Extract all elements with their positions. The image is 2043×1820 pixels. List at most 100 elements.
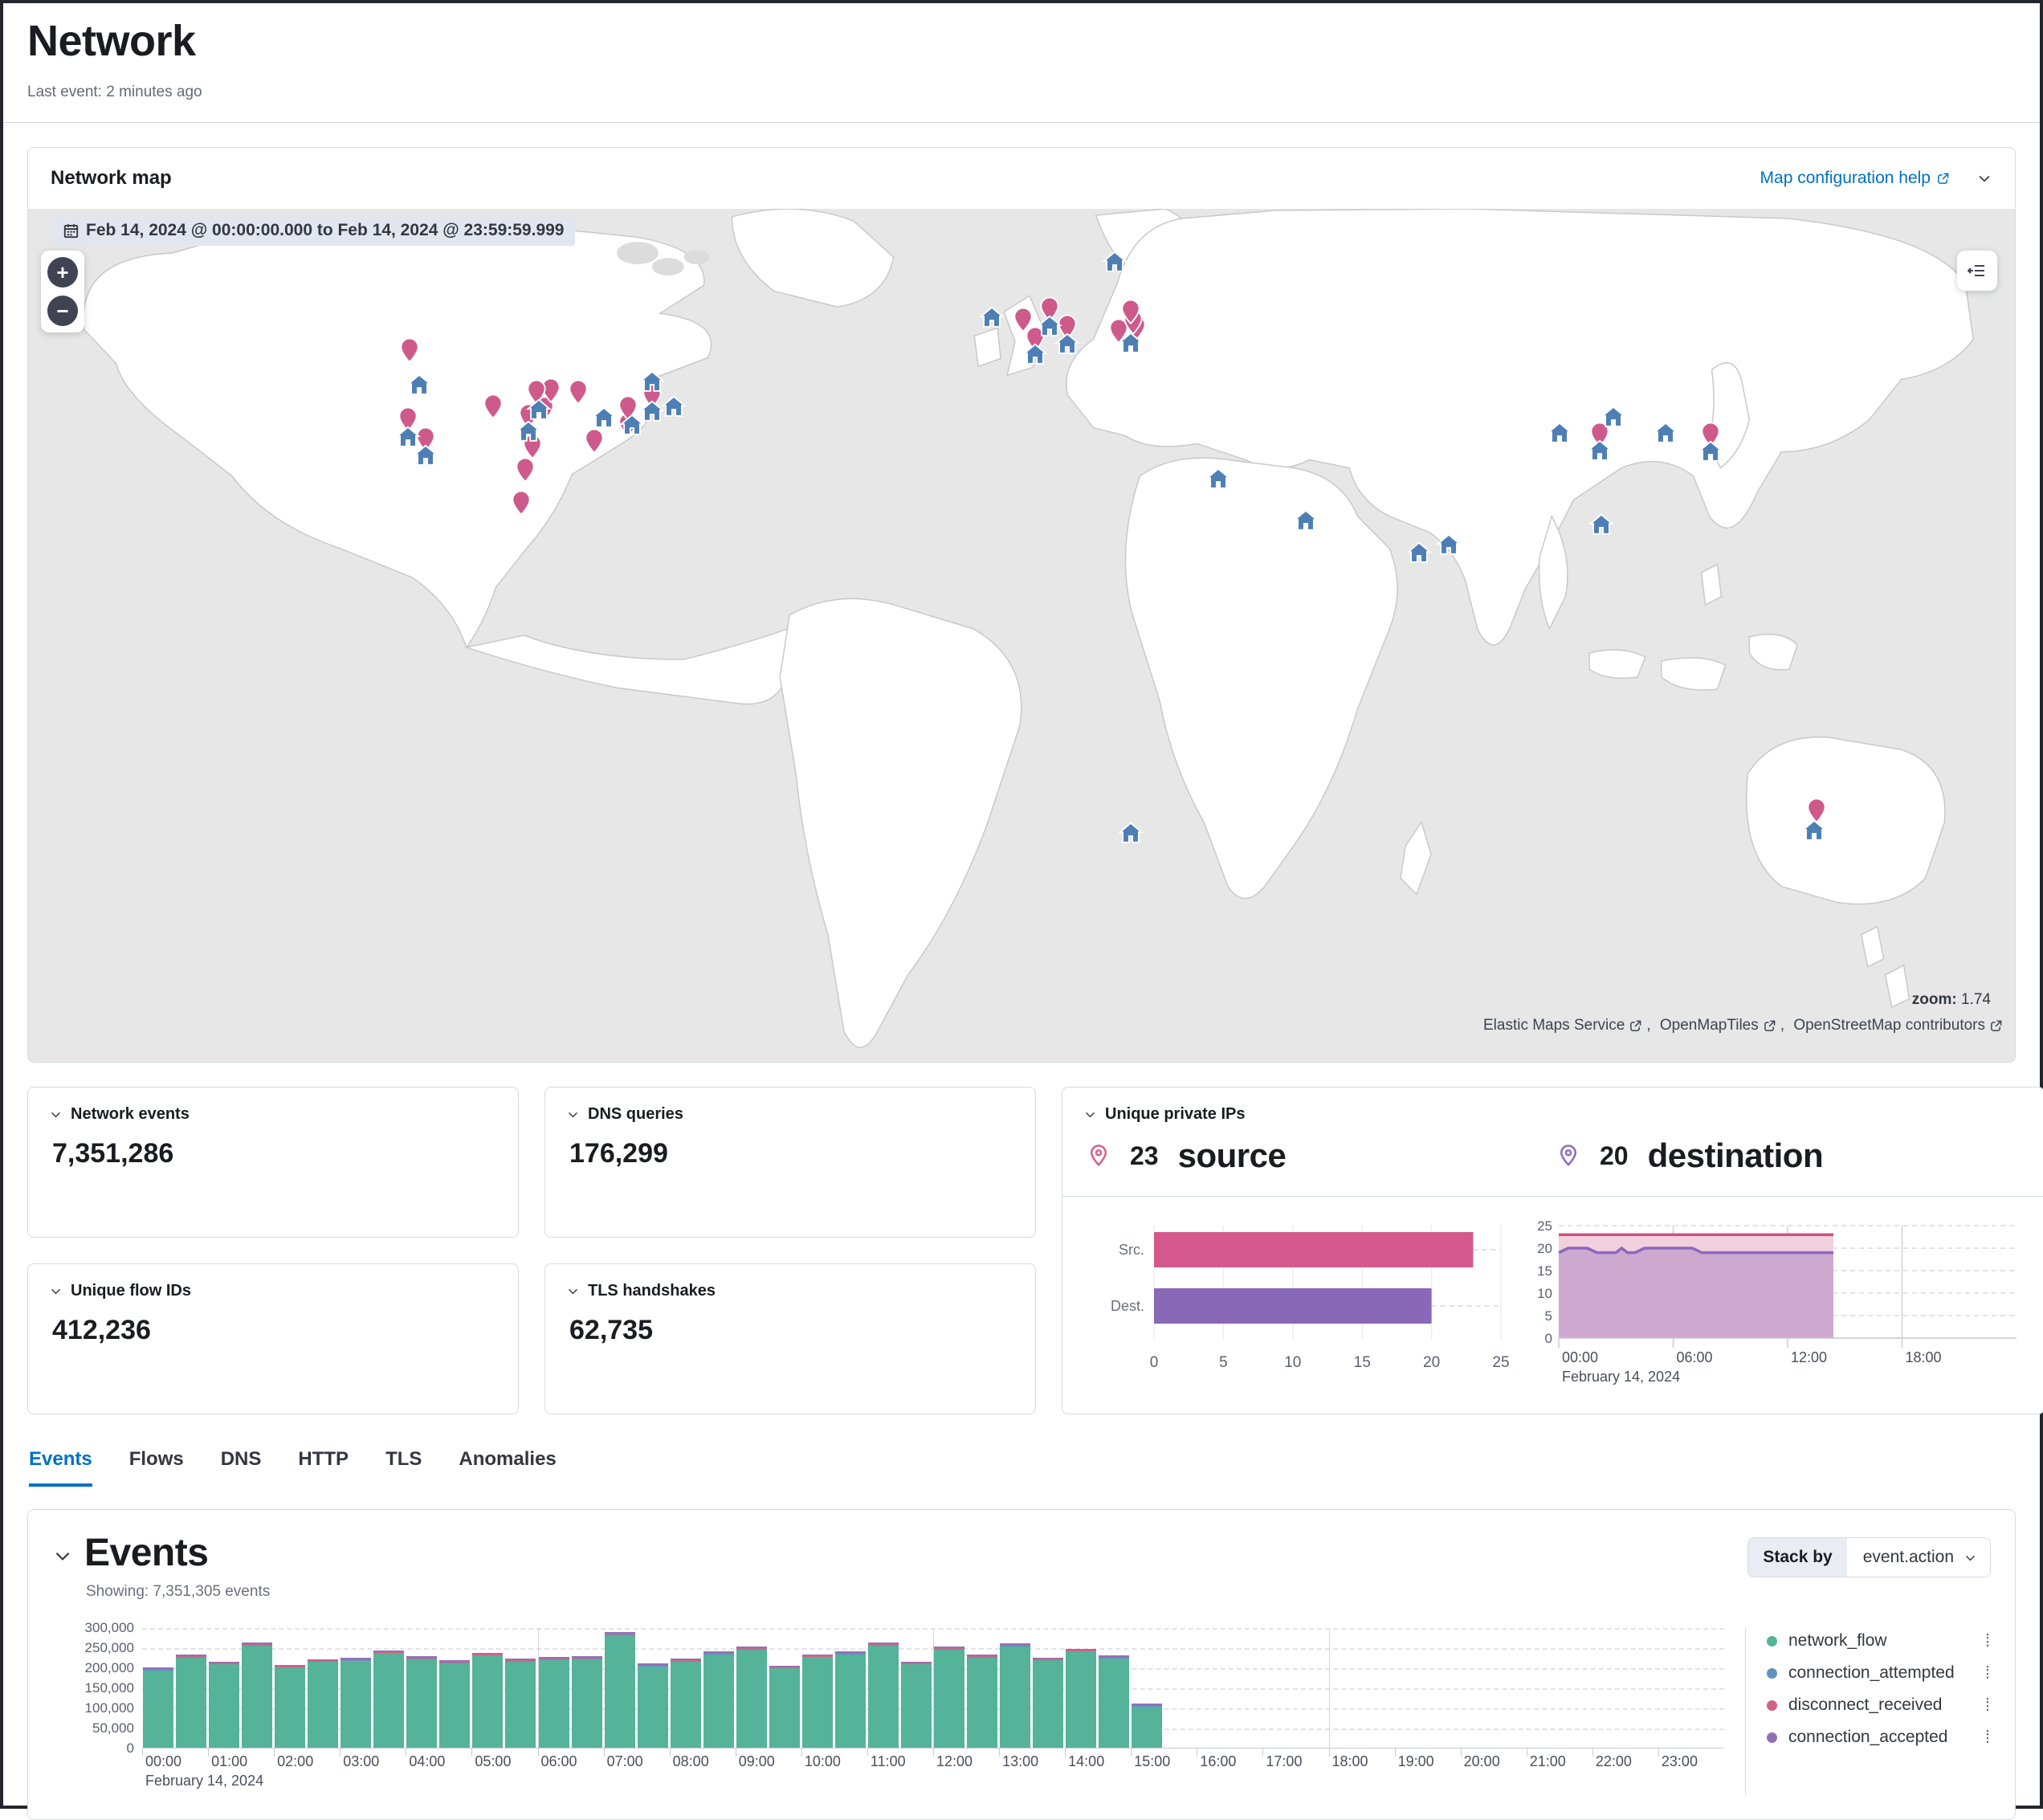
histogram-bar[interactable]: [308, 1659, 339, 1748]
map-zoom-out-button[interactable]: −: [47, 296, 78, 326]
histogram-bar[interactable]: [604, 1632, 635, 1748]
histogram-bar[interactable]: [637, 1663, 668, 1748]
histogram-bar[interactable]: [209, 1661, 240, 1748]
chevron-down-icon[interactable]: [1083, 1108, 1097, 1121]
world-map-svg: [83, 209, 1974, 1048]
map-panel-collapse-chevron[interactable]: [1976, 170, 1992, 186]
destination-point-marker[interactable]: [618, 411, 646, 443]
destination-point-marker[interactable]: [590, 405, 618, 436]
histogram-bar[interactable]: [736, 1647, 767, 1748]
attribution-link[interactable]: Elastic Maps Service: [1482, 1017, 1625, 1034]
histogram-bar[interactable]: [670, 1659, 701, 1748]
tab-anomalies[interactable]: Anomalies: [459, 1448, 557, 1470]
legend-item-disconnect_received[interactable]: disconnect_received ⁞: [1767, 1696, 1991, 1715]
tab-dns[interactable]: DNS: [220, 1448, 262, 1470]
destination-point-marker[interactable]: [1117, 819, 1144, 851]
chevron-down-icon[interactable]: [566, 1108, 580, 1121]
destination-point-marker[interactable]: [1036, 312, 1063, 344]
legend-actions-kebab-icon[interactable]: ⁞: [1984, 1663, 1991, 1683]
stat-title: TLS handshakes: [588, 1282, 716, 1300]
destination-point-marker[interactable]: [1405, 540, 1433, 571]
histogram-bar[interactable]: [143, 1667, 174, 1748]
destination-point-marker[interactable]: [1697, 438, 1724, 469]
histogram-bar[interactable]: [242, 1642, 273, 1748]
map-configuration-help-link[interactable]: Map configuration help: [1760, 169, 1949, 188]
destination-point-marker[interactable]: [412, 443, 439, 474]
destination-point-marker[interactable]: [1054, 330, 1081, 361]
histogram-bar[interactable]: [439, 1660, 471, 1748]
source-point-marker[interactable]: [480, 394, 506, 423]
chevron-down-icon[interactable]: [566, 1284, 580, 1298]
histogram-bar[interactable]: [571, 1656, 602, 1748]
destination-point-marker[interactable]: [1800, 818, 1828, 849]
destination-point-marker[interactable]: [978, 304, 1005, 336]
destination-point-marker[interactable]: [1600, 404, 1627, 435]
destination-point-marker[interactable]: [406, 371, 433, 402]
map-zoom-in-button[interactable]: +: [47, 257, 78, 288]
histogram-bar[interactable]: [1132, 1704, 1163, 1748]
destination-point-marker[interactable]: [1652, 420, 1679, 451]
destination-point-marker[interactable]: [638, 398, 666, 429]
stack-by-select[interactable]: event.action: [1846, 1538, 1990, 1577]
histogram-bar[interactable]: [406, 1656, 438, 1748]
histogram-bar[interactable]: [967, 1655, 998, 1748]
histogram-bar[interactable]: [538, 1657, 569, 1748]
destination-point-marker[interactable]: [1292, 507, 1319, 538]
histogram-bar[interactable]: [505, 1659, 536, 1748]
source-point-marker[interactable]: [512, 457, 538, 487]
legend-item-connection_accepted[interactable]: connection_accepted ⁞: [1767, 1728, 1991, 1747]
histogram-bar[interactable]: [801, 1654, 833, 1748]
histogram-bar[interactable]: [703, 1651, 734, 1748]
destination-point-marker[interactable]: [1435, 531, 1462, 562]
histogram-bar[interactable]: [867, 1642, 899, 1748]
histogram-bar[interactable]: [900, 1661, 932, 1748]
legend-item-network_flow[interactable]: network_flow ⁞: [1767, 1631, 1991, 1651]
histogram-bar[interactable]: [1066, 1648, 1097, 1748]
destination-point-marker[interactable]: [1205, 465, 1232, 496]
histogram-bar[interactable]: [1099, 1655, 1130, 1748]
legend-actions-kebab-icon[interactable]: ⁞: [1984, 1630, 1991, 1651]
histogram-bar[interactable]: [1033, 1657, 1064, 1748]
histogram-bar[interactable]: [934, 1647, 965, 1748]
legend-actions-kebab-icon[interactable]: ⁞: [1984, 1727, 1991, 1747]
histogram-bar[interactable]: [834, 1651, 866, 1748]
histogram-bar[interactable]: [340, 1658, 372, 1748]
source-point-marker[interactable]: [508, 490, 534, 520]
histogram-bar[interactable]: [1000, 1643, 1031, 1748]
tab-flows[interactable]: Flows: [128, 1448, 184, 1470]
destination-point-marker[interactable]: [394, 423, 422, 455]
destination-point-marker[interactable]: [1022, 341, 1049, 372]
destination-point-marker[interactable]: [1586, 437, 1613, 468]
map-legend-toggle-button[interactable]: [1957, 251, 1997, 291]
histogram-bar[interactable]: [472, 1652, 504, 1748]
attribution-link[interactable]: OpenStreetMap contributors: [1793, 1017, 1985, 1034]
chevron-down-icon[interactable]: [49, 1284, 63, 1298]
legend-item-connection_attempted[interactable]: connection_attempted ⁞: [1767, 1663, 1991, 1683]
world-map[interactable]: Feb 14, 2024 @ 00:00:00.000 to Feb 14, 2…: [28, 209, 2015, 1062]
histogram-bar[interactable]: [769, 1665, 800, 1748]
source-point-marker[interactable]: [1010, 307, 1036, 337]
chevron-down-icon[interactable]: [49, 1108, 63, 1121]
destination-point-marker[interactable]: [1101, 249, 1128, 280]
source-point-marker[interactable]: [565, 379, 591, 409]
events-collapse-chevron[interactable]: [52, 1545, 73, 1566]
destination-point-marker[interactable]: [525, 396, 553, 427]
tab-http[interactable]: HTTP: [298, 1448, 349, 1470]
histogram-bar[interactable]: [176, 1655, 207, 1748]
source-point-marker[interactable]: [397, 337, 422, 367]
legend-actions-kebab-icon[interactable]: ⁞: [1984, 1695, 1991, 1715]
destination-point-marker[interactable]: [1546, 420, 1573, 451]
histogram-bar[interactable]: [373, 1650, 405, 1748]
destination-point-marker[interactable]: [1588, 512, 1615, 543]
source-point-marker[interactable]: [1118, 299, 1144, 328]
tab-tls[interactable]: TLS: [385, 1448, 422, 1470]
tab-events[interactable]: Events: [29, 1448, 92, 1487]
histogram-bar[interactable]: [275, 1664, 306, 1748]
destination-point-marker[interactable]: [638, 368, 666, 399]
attribution-link[interactable]: OpenMapTiles: [1659, 1017, 1759, 1034]
destination-point-marker[interactable]: [1117, 329, 1144, 361]
destination-point-marker[interactable]: [515, 418, 542, 450]
events-chart-plot[interactable]: [142, 1628, 1724, 1749]
source-point-marker[interactable]: [581, 428, 607, 459]
destination-point-marker[interactable]: [660, 393, 687, 424]
